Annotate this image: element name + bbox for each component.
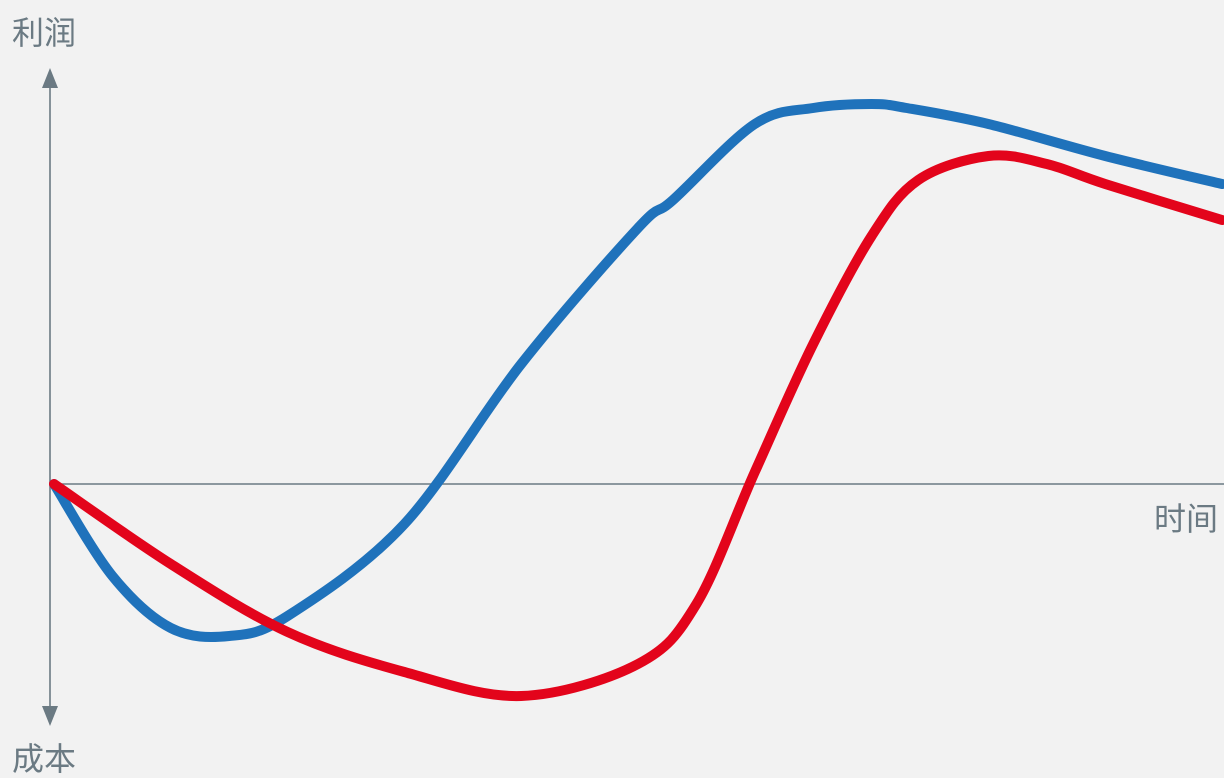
series-layer xyxy=(49,99,1224,702)
y-axis-up-arrow-icon xyxy=(42,68,58,88)
series-line-1 xyxy=(49,99,1224,642)
x-axis-label: 时间 xyxy=(1154,500,1218,538)
y-axis-top-label: 利润 xyxy=(12,14,76,52)
y-axis-down-arrow-icon xyxy=(42,706,58,726)
series-line-2 xyxy=(49,150,1224,702)
y-axis-bottom-label: 成本 xyxy=(12,740,76,778)
